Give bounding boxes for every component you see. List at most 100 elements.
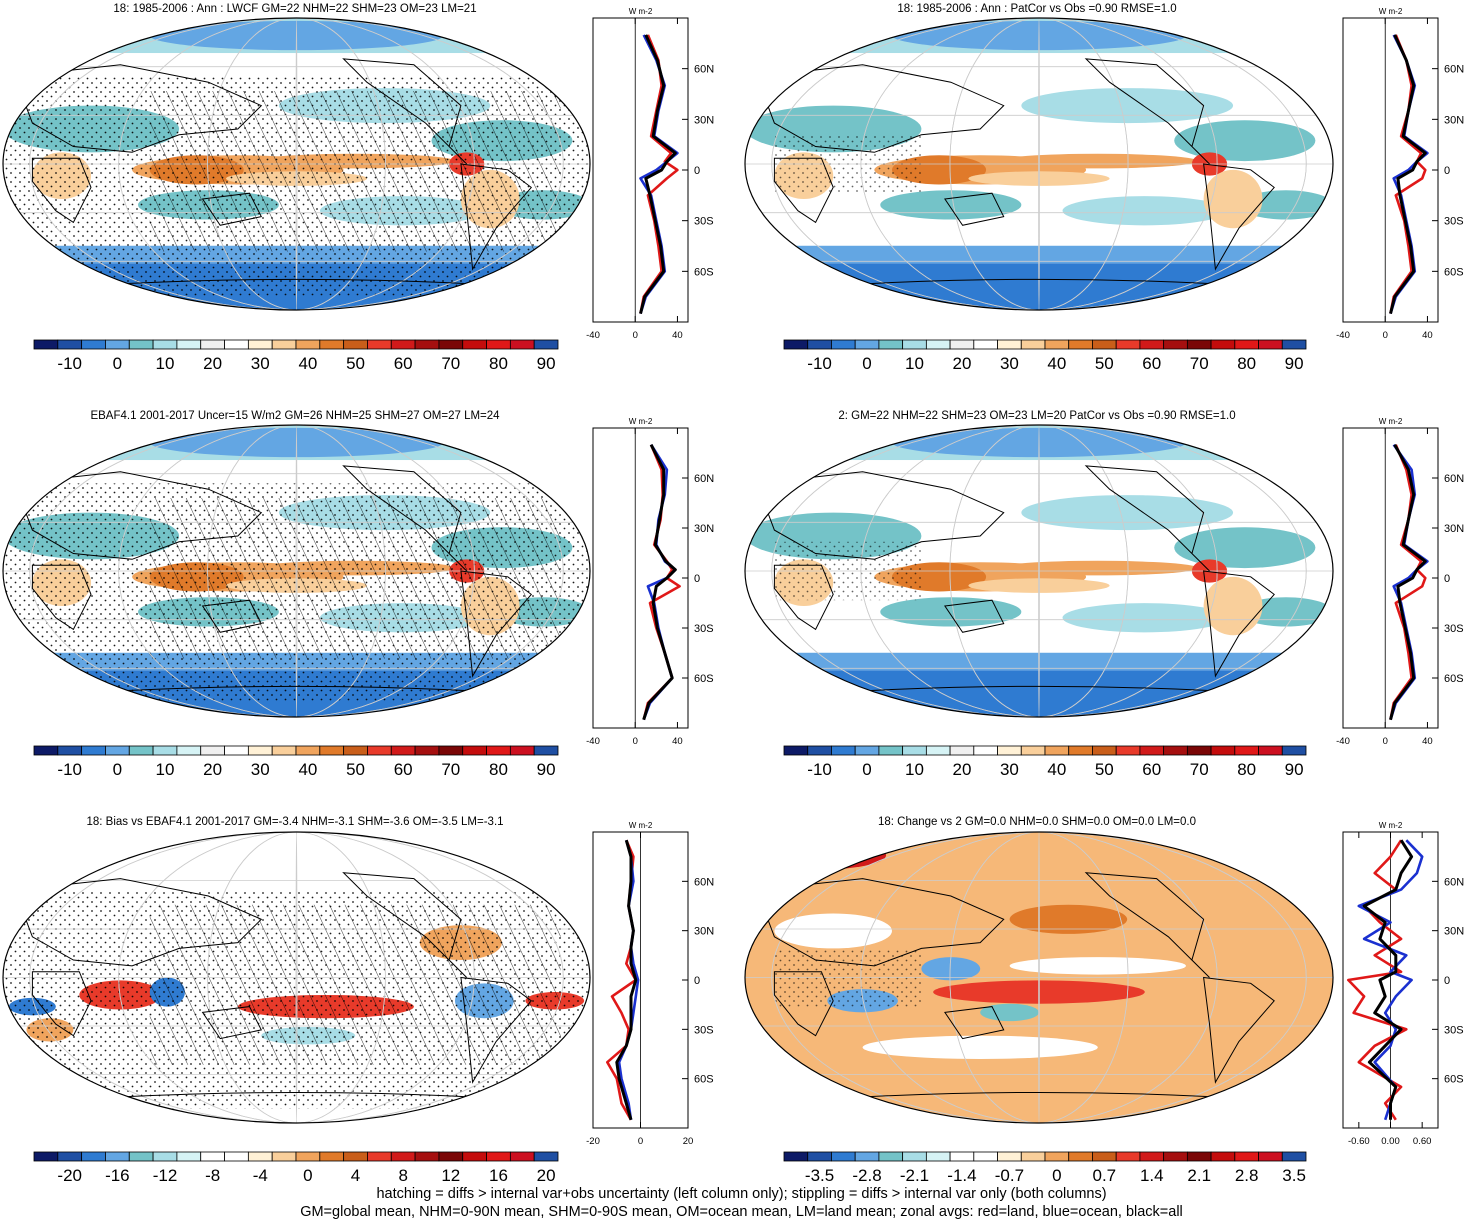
colorbar-tick-label: 0 [862, 760, 872, 779]
colorbar-tick-label: -3.5 [804, 1166, 835, 1185]
map-panel-6 [744, 831, 1334, 1124]
colorbar-tick-label: 16 [488, 1166, 508, 1185]
colorbar-box [414, 745, 440, 756]
south-america [1203, 169, 1263, 229]
colorbar-tick-label: 20 [952, 760, 972, 779]
series-ocean [1357, 839, 1424, 1121]
graticule [745, 832, 1333, 1123]
colorbar-box [247, 1151, 273, 1162]
colorbar-box [128, 339, 154, 350]
colorbar-box [462, 745, 487, 756]
unit-label: W m-2 [1379, 821, 1403, 830]
x-tick-label: 0 [1383, 736, 1388, 747]
x-tick-label: 0 [1383, 330, 1388, 341]
colorbar-box [200, 339, 225, 350]
africa-coast [773, 157, 834, 224]
colorbar-box [1044, 745, 1070, 756]
colorbar-tick-label: 2.1 [1187, 1166, 1212, 1185]
zonal-plot-6: -0.60 0.00 0.60 W m-2 60N 30N 0 30S 60S [1342, 821, 1464, 1147]
colorbar-box [152, 339, 178, 350]
colorbar-tick-label: 70 [441, 760, 461, 779]
x-tick-label: 40 [672, 736, 683, 747]
colorbar-box [319, 1151, 345, 1162]
colorbar-box [902, 339, 927, 350]
colorbar-tick-label: 80 [488, 354, 508, 373]
map-panel-4 [744, 424, 1334, 718]
colorbar-box [295, 745, 321, 756]
colorbar-box [949, 339, 975, 350]
colorbar-tick-label: 40 [1047, 354, 1067, 373]
unit-label: W m-2 [629, 417, 653, 426]
panel-2-title: 18: 1985-2006 : Ann : PatCor vs Obs =0.9… [897, 3, 1177, 15]
lat-label: 60S [694, 266, 714, 278]
australia-coast [944, 192, 1005, 226]
colorbar-tick-label: 0 [303, 1166, 313, 1185]
colorbar-box [533, 339, 559, 350]
colorbar-box [247, 339, 273, 350]
colorbar-tick-label: 0 [1052, 1166, 1062, 1185]
map-outline [2, 424, 591, 718]
colorbar-tick-label: 80 [1237, 760, 1257, 779]
colorbar-box [973, 745, 998, 756]
colorbar-box [1068, 745, 1093, 756]
lat-label: 30N [694, 926, 714, 938]
change-red-band [933, 980, 1145, 1004]
change-arctic-red [745, 840, 887, 870]
lat-label: 0 [694, 975, 700, 987]
colorbar-tick-label: 8 [398, 1166, 408, 1185]
eurasia-coast [756, 64, 1005, 153]
colorbar-box [997, 745, 1022, 756]
unit-label: W m-2 [1379, 417, 1403, 426]
colorbar-tick-label: 40 [298, 760, 318, 779]
colorbar-tick-label: 10 [905, 760, 924, 779]
colorbar-box [854, 339, 880, 350]
zonal-frame [1342, 17, 1439, 323]
colorbar-box [1234, 745, 1259, 756]
colorbar-box [486, 339, 511, 350]
lat-label: 30N [1444, 523, 1464, 535]
colorbar-tick-label: -10 [57, 354, 82, 373]
lat-label: 0 [1444, 165, 1450, 177]
africa-coast [31, 971, 92, 1037]
x-tick-label: 0 [638, 1136, 643, 1147]
colorbar-box [925, 745, 951, 756]
n-america-coast [342, 872, 468, 978]
colorbar-tick-label: 0 [112, 760, 123, 779]
colorbar-tick-label: 70 [1189, 760, 1209, 779]
colorbar-tick-label: 0 [112, 354, 123, 373]
colorbar-tick-label: 30 [999, 354, 1019, 373]
colorbar-tick-label: 50 [346, 354, 365, 373]
colorbar-box [807, 1151, 832, 1162]
zonal-plot-4: -40 0 40 W m-2 60N 30N 0 30S 60S [1336, 417, 1464, 747]
colorbar-tick-label: 80 [1237, 354, 1257, 373]
x-tick-label: -40 [1336, 736, 1350, 747]
colorbar-box [81, 339, 106, 350]
colorbar-tick-label: 30 [999, 760, 1019, 779]
colorbar-box [176, 745, 202, 756]
lat-label: 30S [694, 216, 714, 228]
south-america [1203, 576, 1263, 636]
colorbar-box [854, 1151, 880, 1162]
colorbar-box [319, 339, 345, 350]
n-america-coast [1084, 465, 1210, 572]
colorbar-box [1020, 339, 1046, 350]
colorbar-box [152, 745, 178, 756]
spcz [968, 171, 1110, 186]
arctic-blob [892, 427, 1186, 458]
colorbar-box [509, 745, 535, 756]
colorbar-box [878, 745, 904, 756]
colorbar-box [878, 339, 904, 350]
lat-label: 30S [694, 623, 714, 635]
colorbar-tick-label: -8 [205, 1166, 221, 1185]
colorbar-tick-label: 20 [536, 1166, 556, 1185]
eurasia-coast [14, 471, 263, 560]
spcz [968, 578, 1110, 593]
lat-label: 60N [694, 473, 714, 485]
colorbar-tick-label: -2.1 [899, 1166, 930, 1185]
colorbar-box [783, 745, 809, 756]
australia-coast [201, 192, 263, 226]
colorbar-box [1186, 339, 1212, 350]
colorbar-box [1281, 1151, 1307, 1162]
hatching [149, 904, 561, 1065]
lat-label: 60N [1444, 64, 1464, 76]
